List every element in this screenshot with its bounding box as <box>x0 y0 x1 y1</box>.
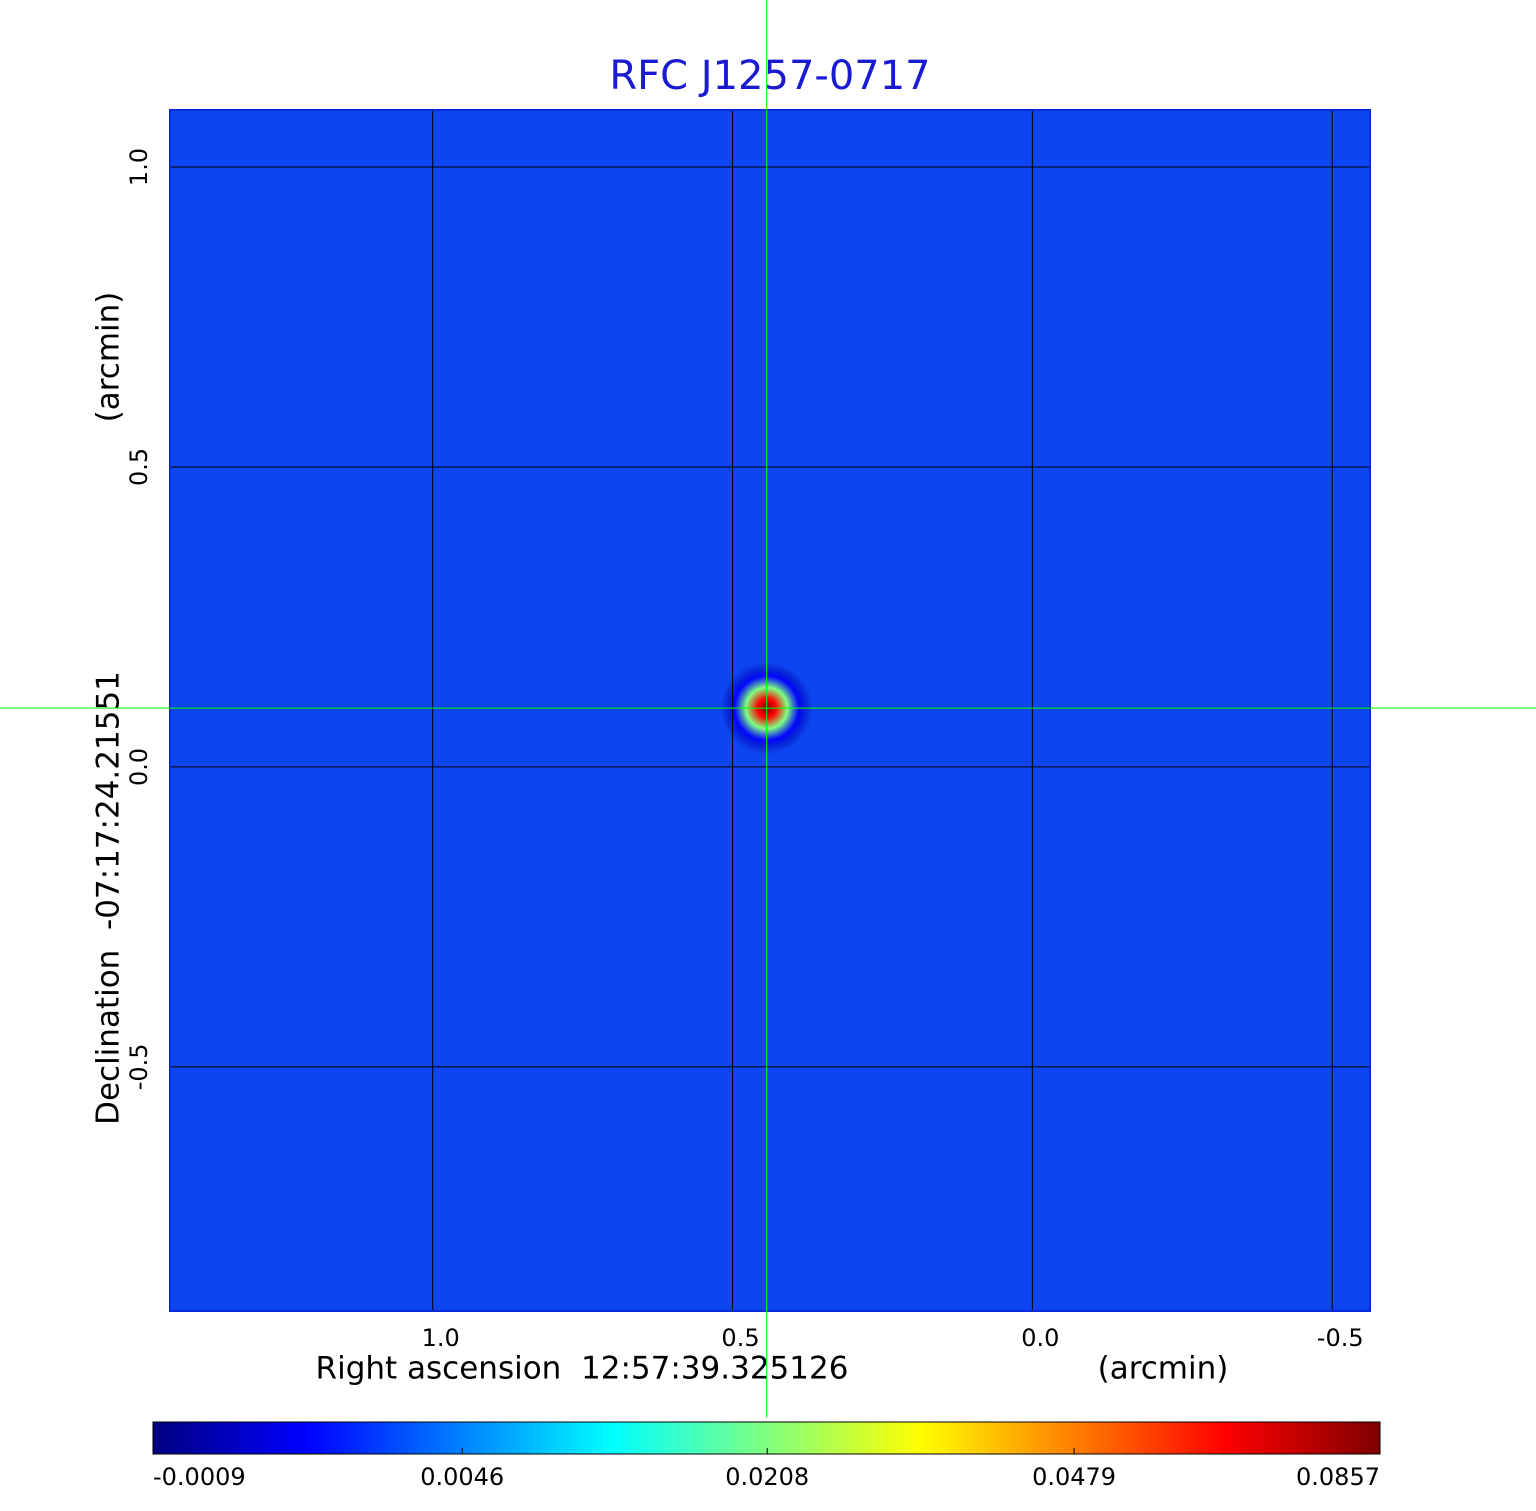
y-tick-label: -0.5 <box>125 1043 153 1090</box>
x-tick-label: -0.5 <box>1317 1324 1364 1352</box>
image-frame <box>169 109 1371 1312</box>
y-tick-label: 0.5 <box>125 448 153 486</box>
y-axis-label: Declination -07:17:24.21551 <box>91 671 127 1125</box>
colorbar <box>152 1421 1381 1455</box>
chart-title: RFC J1257-0717 <box>609 53 930 99</box>
y-axis-unit: (arcmin) <box>91 292 127 423</box>
y-tick-label: 1.0 <box>125 148 153 186</box>
x-tick-label: 1.0 <box>422 1324 460 1352</box>
x-axis-label: Right ascension 12:57:39.325126 <box>316 1351 849 1387</box>
x-axis-unit: (arcmin) <box>1098 1351 1229 1387</box>
x-tick-label: 0.5 <box>721 1324 759 1352</box>
colorbar-tick-label: 0.0479 <box>1032 1463 1116 1491</box>
colorbar-tick-label: 0.0208 <box>725 1463 809 1491</box>
x-tick-label: 0.0 <box>1021 1324 1059 1352</box>
colorbar-tick-label: 0.0046 <box>420 1463 504 1491</box>
colorbar-tick-label: -0.0009 <box>153 1463 246 1491</box>
y-tick-label: 0.0 <box>125 748 153 786</box>
colorbar-tick-label: 0.0857 <box>1296 1463 1380 1491</box>
